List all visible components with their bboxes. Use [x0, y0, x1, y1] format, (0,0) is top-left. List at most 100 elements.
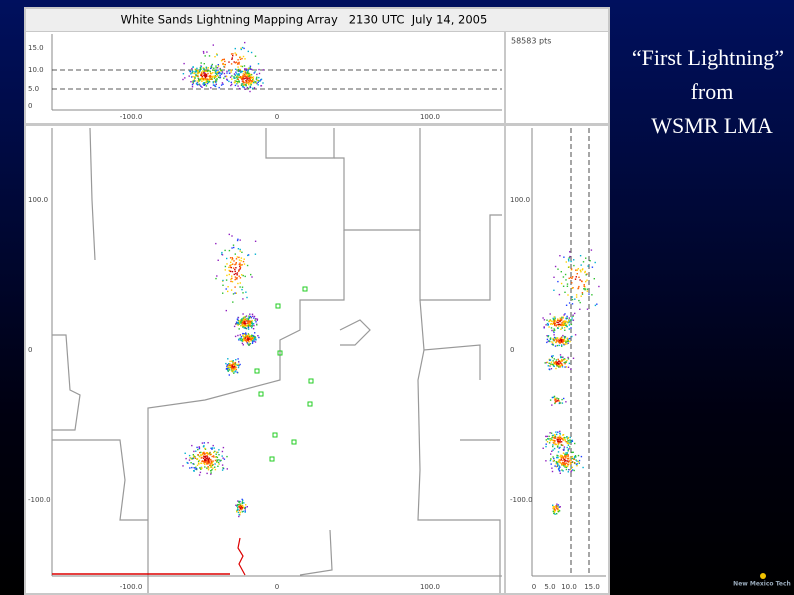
source-dot [245, 69, 247, 72]
source-dot [589, 260, 591, 262]
source-dot [225, 75, 228, 78]
source-dot [234, 263, 236, 266]
source-dot [248, 315, 250, 317]
source-dot [201, 442, 204, 444]
source-dot [556, 454, 558, 457]
source-dot [240, 257, 243, 259]
x-tick-label: 0 [532, 583, 536, 591]
source-dot [572, 357, 575, 359]
source-dot [560, 341, 563, 343]
source-dot [202, 70, 204, 72]
source-dot [221, 71, 224, 73]
source-dot [211, 469, 213, 471]
source-dot [240, 504, 242, 506]
source-dot [251, 325, 253, 327]
source-dot [206, 457, 208, 459]
source-dot [554, 434, 556, 437]
source-dot [201, 77, 203, 79]
source-dot [551, 341, 553, 343]
source-dot [200, 65, 202, 67]
source-dot [193, 72, 195, 74]
source-dot [559, 341, 561, 343]
source-dot [217, 72, 220, 75]
source-dot [213, 456, 215, 458]
source-dot [554, 397, 556, 399]
source-dot [229, 369, 231, 371]
source-dot [196, 464, 199, 466]
source-dot [554, 345, 557, 347]
source-dot [237, 358, 239, 360]
source-dot [554, 436, 557, 438]
source-dot [247, 336, 250, 339]
source-dot [231, 369, 233, 371]
source-dot [200, 66, 203, 68]
source-dot [218, 463, 220, 465]
source-dot [586, 308, 589, 310]
source-dot [244, 510, 246, 512]
source-dot [193, 463, 195, 465]
source-dot [246, 72, 248, 74]
source-dot [182, 73, 185, 75]
source-dot [547, 324, 549, 326]
source-dot [218, 454, 220, 456]
source-dot [561, 323, 564, 326]
source-dot [249, 321, 252, 323]
source-dot [214, 463, 216, 465]
source-dot [247, 325, 249, 327]
source-dot [217, 461, 220, 464]
source-dot [246, 82, 248, 84]
source-dot [560, 362, 562, 364]
source-dot [192, 454, 194, 456]
source-dot [560, 336, 563, 339]
source-dot [198, 459, 201, 462]
source-dot [227, 363, 230, 365]
source-dot [235, 363, 237, 366]
source-dot [586, 288, 589, 290]
source-dot [545, 460, 547, 462]
source-dot [553, 459, 555, 462]
source-dot [209, 78, 211, 80]
source-dot [569, 459, 571, 461]
source-dot [553, 365, 555, 367]
source-dot [248, 72, 250, 74]
source-dot [245, 85, 247, 87]
source-dot [191, 76, 193, 78]
source-dot [258, 68, 260, 71]
source-dot [553, 339, 556, 341]
source-dot [229, 76, 232, 78]
source-dot [191, 466, 193, 469]
source-dot [210, 470, 212, 472]
source-dot [251, 342, 254, 344]
source-dot [203, 455, 205, 458]
source-dot [563, 335, 566, 338]
source-dot [551, 343, 553, 345]
source-dot [251, 276, 253, 278]
source-dot [583, 288, 585, 290]
source-dot [250, 82, 253, 84]
source-dot [564, 313, 566, 315]
source-dot [214, 85, 216, 87]
source-dot [560, 459, 562, 461]
source-dot [549, 340, 551, 343]
source-dot [188, 454, 191, 457]
source-dot [568, 469, 570, 471]
source-dot [233, 246, 235, 249]
source-dot [205, 85, 208, 87]
source-dot [556, 339, 558, 341]
source-dot [201, 86, 203, 88]
source-dot [233, 273, 235, 276]
source-dot [557, 398, 560, 400]
source-dot [210, 465, 212, 467]
source-dot [243, 258, 245, 260]
source-dot [197, 84, 199, 86]
source-dot [234, 364, 236, 366]
source-dot [243, 47, 245, 50]
source-dot [192, 457, 195, 459]
source-dot [236, 73, 238, 75]
source-dot [557, 361, 559, 363]
source-dot [244, 507, 246, 509]
source-dot [246, 296, 248, 299]
source-dot [227, 358, 229, 360]
source-dot [198, 455, 201, 458]
